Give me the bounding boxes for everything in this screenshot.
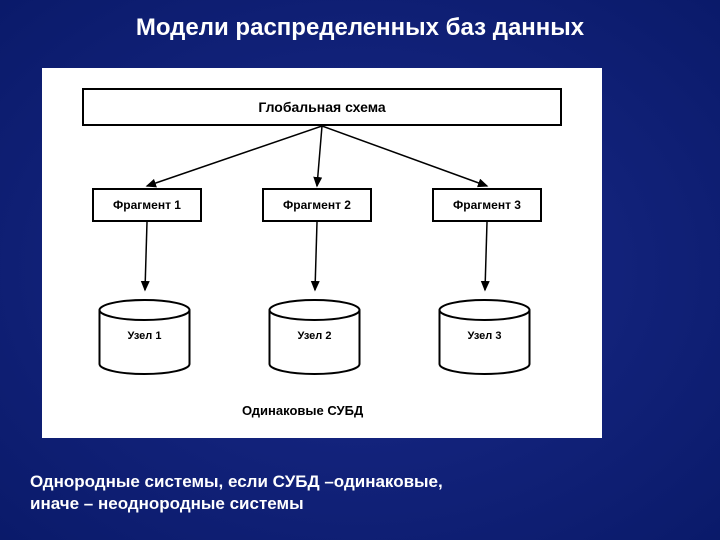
diagram-caption: Одинаковые СУБД [242,403,363,418]
footer-line-1: Однородные системы, если СУБД –одинаковы… [30,472,443,492]
diagram-container: Глобальная схема Фрагмент 1 Фрагмент 2 Ф… [42,68,602,438]
arrows-svg [42,68,602,438]
slide-title: Модели распределенных баз данных [0,14,720,42]
footer-line-2: иначе – неоднородные системы [30,494,304,514]
